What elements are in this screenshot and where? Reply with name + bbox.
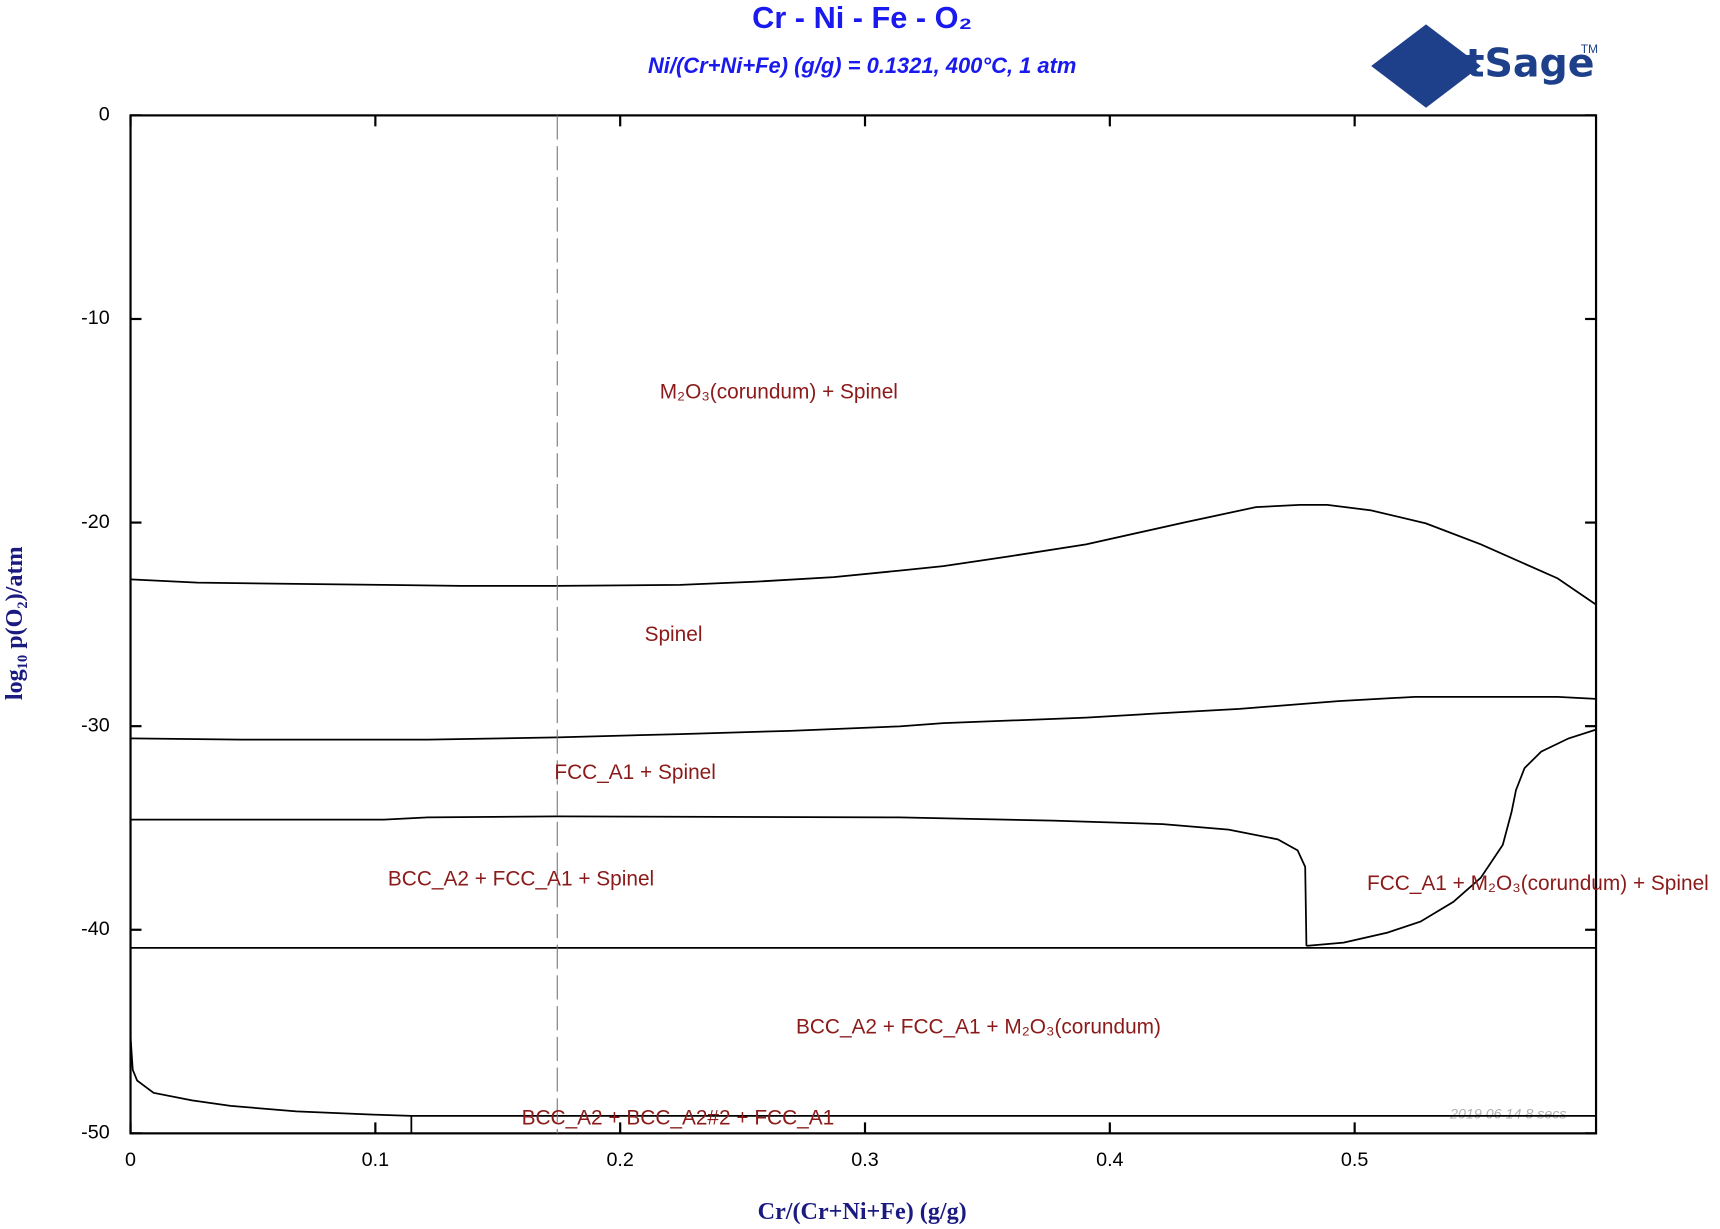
y-axis-label: log₁₀ p(O₂)/atm (1, 546, 28, 700)
x-tick-label: 0.2 (606, 1149, 633, 1171)
x-tick-label: 0.3 (851, 1149, 878, 1171)
x-tick-label: 0.4 (1096, 1149, 1123, 1171)
y-tick-label: -10 (81, 307, 110, 329)
region-label: FCC_A1 + M₂O₃(corundum) + Spinel (1367, 872, 1709, 895)
logo-diamond (1371, 24, 1481, 108)
phase-boundary (130, 503, 1597, 606)
y-tick-label: -30 (81, 714, 110, 736)
phase-boundary (130, 695, 1597, 741)
y-tick-label: -50 (81, 1122, 110, 1144)
region-label: BCC_A2 + FCC_A1 + M₂O₃(corundum) (796, 1016, 1161, 1039)
y-tick-label: -20 (81, 511, 110, 533)
timestamp: 2019 06 14 8 secs (1449, 1106, 1566, 1122)
region-label: FCC_A1 + Spinel (554, 761, 716, 784)
phase-boundary (1306, 728, 1597, 947)
x-tick-label: 0.5 (1341, 1149, 1368, 1171)
phase-boundary (129, 1036, 1597, 1117)
x-tick-label: 0 (125, 1149, 136, 1171)
chart-subtitle: Ni/(Cr+Ni+Fe) (g/g) = 0.1321, 400°C, 1 a… (648, 53, 1076, 78)
logo-text: FactSage (1391, 41, 1595, 87)
region-label: Spinel (645, 623, 703, 646)
chart-title: Cr - Ni - Fe - O₂ (752, 0, 972, 35)
logo-mark: TM (1581, 42, 1598, 56)
region-label: BCC_A2 + BCC_A2#2 + FCC_A1 (522, 1107, 835, 1130)
phase-boundary (130, 815, 1308, 946)
plot-frame (129, 114, 1598, 1135)
x-axis-label: Cr/(Cr+Ni+Fe) (g/g) (758, 1198, 967, 1225)
region-label: BCC_A2 + FCC_A1 + Spinel (388, 867, 654, 890)
y-tick-label: 0 (99, 104, 110, 126)
x-tick-label: 0.1 (362, 1149, 389, 1171)
logo: FactSage TM (1371, 24, 1598, 108)
y-tick-label: -40 (81, 918, 110, 940)
region-label: M₂O₃(corundum) + Spinel (660, 380, 898, 403)
